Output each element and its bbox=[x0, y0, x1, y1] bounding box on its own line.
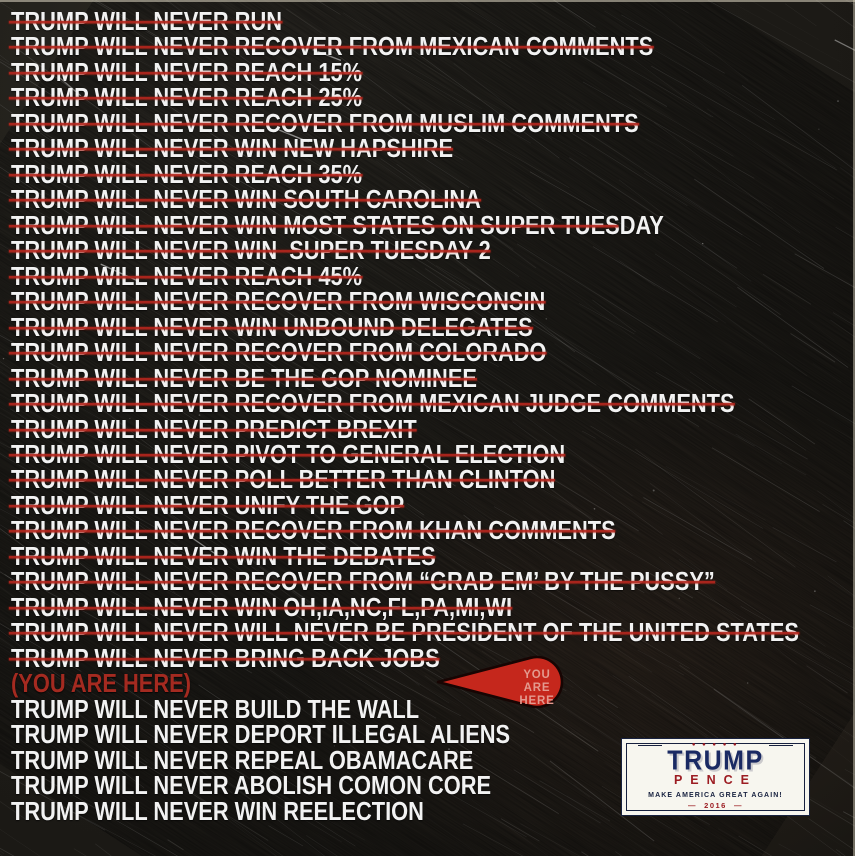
svg-text:HERE: HERE bbox=[519, 695, 554, 707]
svg-text:YOU: YOU bbox=[523, 669, 550, 681]
svg-text:ARE: ARE bbox=[524, 682, 551, 694]
